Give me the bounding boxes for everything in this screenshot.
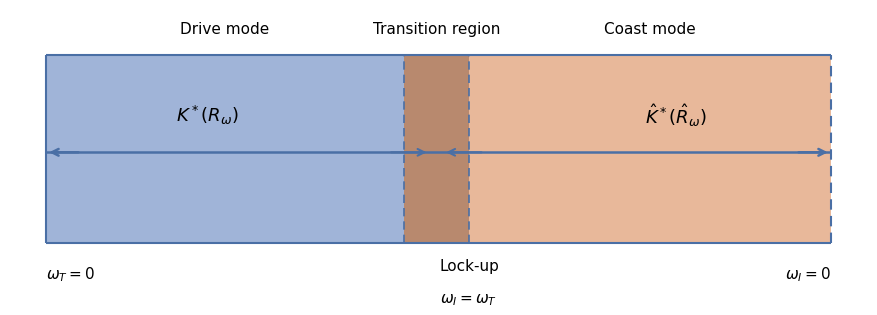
Text: Transition region: Transition region	[373, 22, 500, 37]
Text: $\omega_T = 0$: $\omega_T = 0$	[46, 265, 96, 284]
Bar	[403, 55, 469, 243]
Bar	[46, 55, 403, 243]
Text: $\omega_I = \omega_T$: $\omega_I = \omega_T$	[440, 293, 497, 308]
Text: Coast mode: Coast mode	[604, 22, 695, 37]
Bar	[469, 55, 831, 243]
Text: Lock-up: Lock-up	[439, 259, 499, 274]
Text: Drive mode: Drive mode	[181, 22, 269, 37]
Text: $\hat{K}^*(\hat{R}_{\omega})$: $\hat{K}^*(\hat{R}_{\omega})$	[645, 102, 707, 129]
Text: $K^*(R_{\omega})$: $K^*(R_{\omega})$	[176, 104, 239, 127]
Text: $\omega_I = 0$: $\omega_I = 0$	[785, 265, 831, 284]
